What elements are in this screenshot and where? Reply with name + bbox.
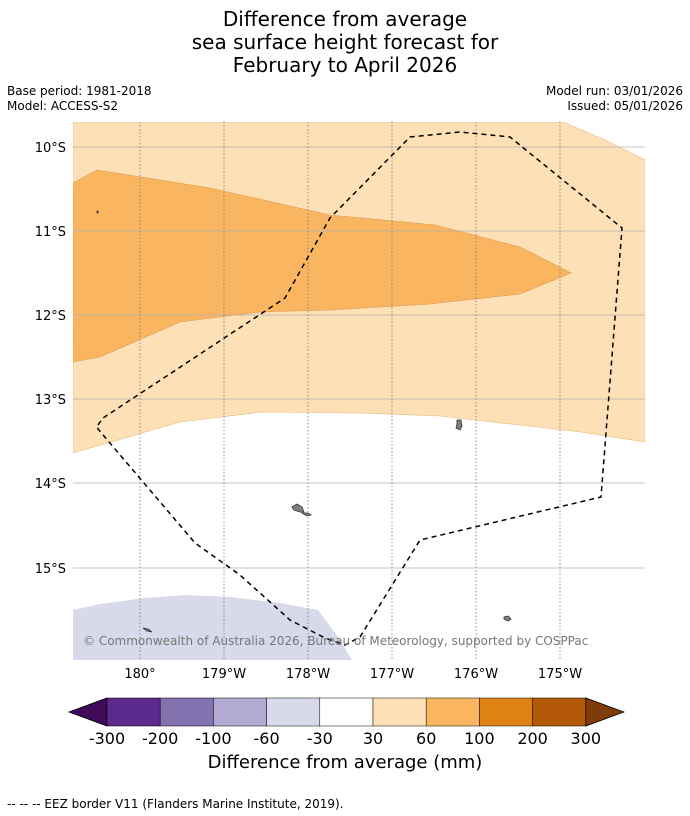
lat-label-12s: 12°S xyxy=(35,309,66,324)
lon-label-179w: 179°W xyxy=(202,667,246,682)
colorbar-segment xyxy=(159,697,214,727)
colorbar-segment xyxy=(266,697,321,727)
colorbar: -300 -200 -100 -60 -30 30 60 100 200 300 xyxy=(67,697,625,748)
colorbar-tick-label: -60 xyxy=(254,729,280,748)
anomaly-band-neg30-neg60 xyxy=(73,595,352,660)
island-niuatoputapu xyxy=(503,615,512,622)
colorbar-tick-label: 60 xyxy=(416,729,436,748)
model-text: Model: ACCESS-S2 xyxy=(7,99,119,113)
island-swains xyxy=(96,210,99,214)
issued-text: Issued: 05/01/2026 xyxy=(567,99,683,113)
island-tafahi xyxy=(142,627,153,633)
eez-border xyxy=(97,131,623,646)
latitude-gridlines xyxy=(73,146,645,569)
colorbar-tick-label: -100 xyxy=(195,729,231,748)
longitude-gridlines xyxy=(139,122,561,660)
lon-label-175w: 175°W xyxy=(538,667,582,682)
lat-label-13s: 13°S xyxy=(35,393,66,408)
colorbar-segment xyxy=(372,697,427,727)
colorbar-segment xyxy=(425,697,480,727)
model-run-text: Model run: 03/01/2026 xyxy=(545,84,683,98)
colorbar-arrow-high xyxy=(585,697,625,727)
colorbar-arrow-low xyxy=(67,697,108,727)
island-savaii xyxy=(291,503,305,513)
longitude-labels: 180° 179°W 178°W 177°W 176°W 175°W xyxy=(124,667,582,682)
colorbar-tick-label: 200 xyxy=(517,729,548,748)
lat-label-14s: 14°S xyxy=(35,477,66,492)
colorbar-segment xyxy=(106,697,161,727)
meta-left: Base period: 1981-2018 Model: ACCESS-S2 xyxy=(7,84,152,114)
colorbar-tick-label: -300 xyxy=(89,729,125,748)
colorbar-tick-label: -30 xyxy=(307,729,333,748)
title-line-3: February to April 2026 xyxy=(232,53,458,77)
colorbar-tick-label: 300 xyxy=(571,729,602,748)
colorbar-segment xyxy=(532,697,587,727)
colorbar-segment xyxy=(479,697,533,727)
colorbar-segment xyxy=(319,697,374,727)
lon-label-176w: 176°W xyxy=(454,667,498,682)
colorbar-tick-label: -200 xyxy=(142,729,178,748)
lon-label-178w: 178°W xyxy=(286,667,330,682)
anomaly-band-60-100 xyxy=(73,169,572,363)
colorbar-segment xyxy=(213,697,267,727)
islands xyxy=(96,210,512,633)
lat-label-11s: 11°S xyxy=(35,225,66,240)
island-upolu xyxy=(300,512,312,517)
base-period-text: Base period: 1981-2018 xyxy=(7,84,152,98)
title-line-1: Difference from average xyxy=(222,7,468,31)
latitude-labels: 10°S 11°S 12°S 13°S 14°S 15°S xyxy=(35,141,66,577)
title-line-2: sea surface height forecast for xyxy=(191,30,499,54)
colorbar-tick-label: 100 xyxy=(464,729,495,748)
meta-right: Model run: 03/01/2026 Issued: 05/01/2026 xyxy=(546,84,683,114)
colorbar-title: Difference from average (mm) xyxy=(207,752,483,773)
lon-label-177w: 177°W xyxy=(370,667,414,682)
colorbar-tick-label: 30 xyxy=(363,729,383,748)
copyright-text: © Commonwealth of Australia 2026, Bureau… xyxy=(83,634,588,648)
map-panel: © Commonwealth of Australia 2026, Bureau… xyxy=(73,122,645,660)
island-tutuila xyxy=(455,419,463,431)
lon-label-180: 180° xyxy=(124,667,155,682)
lat-label-10s: 10°S xyxy=(35,141,66,156)
eez-footnote: -- -- -- EEZ border V11 (Flanders Marine… xyxy=(7,797,344,811)
chart-title: Difference from average sea surface heig… xyxy=(0,8,690,77)
lat-label-15s: 15°S xyxy=(35,562,66,577)
